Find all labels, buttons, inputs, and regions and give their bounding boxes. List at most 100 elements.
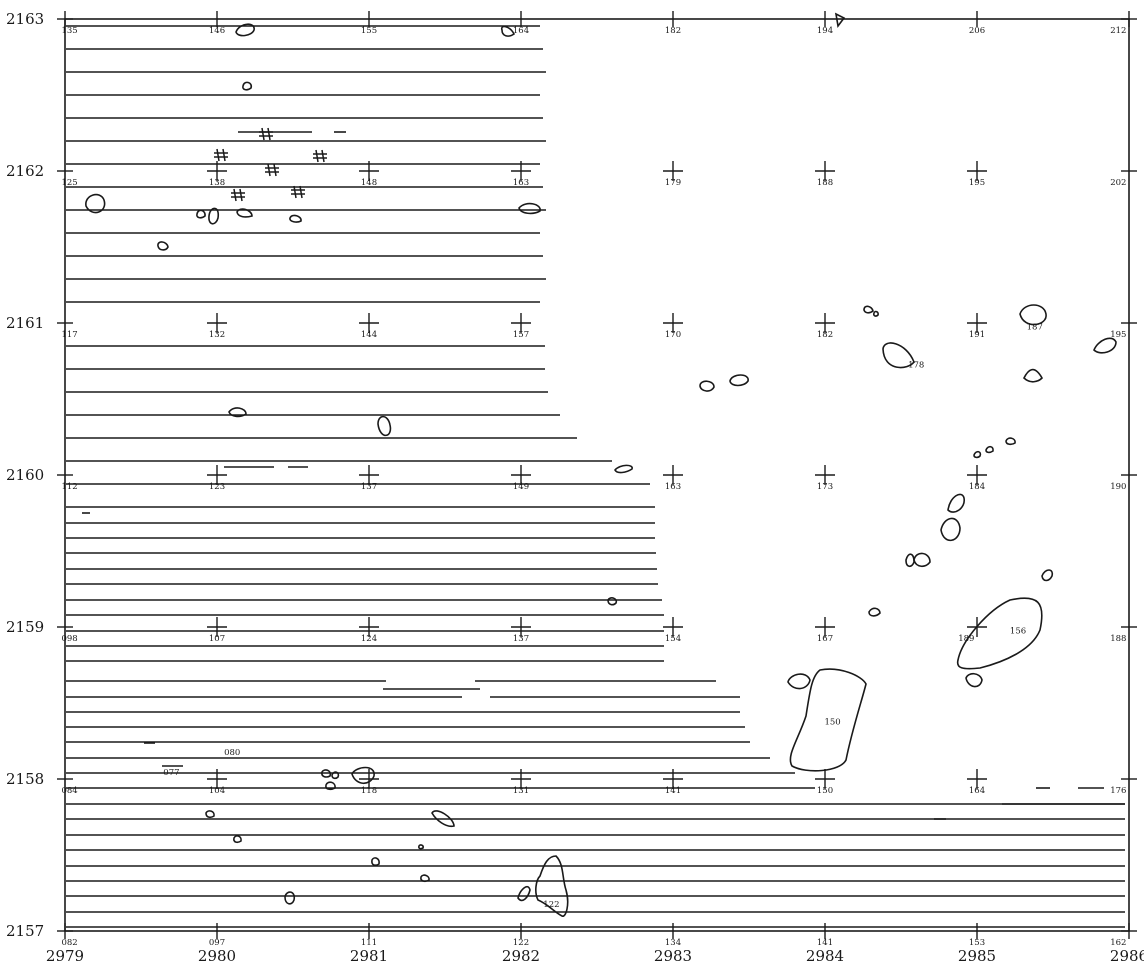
spot-height-label: 104 <box>209 786 225 796</box>
spot-height-label: 082 <box>61 938 77 948</box>
contour-polygon <box>208 207 220 225</box>
spot-height-label: 107 <box>209 634 225 644</box>
contour-polygon <box>85 193 106 214</box>
contour-polygon <box>518 202 541 215</box>
contour-polygon <box>535 855 569 917</box>
contour-polygon <box>873 310 879 317</box>
spot-height-label: 117 <box>61 330 77 340</box>
y-axis-label: 2158 <box>6 770 44 788</box>
spot-height-label: 164 <box>969 786 985 796</box>
contour-polygon <box>607 597 618 606</box>
spot-height-label: 182 <box>817 330 833 340</box>
contour-polygon <box>729 374 749 387</box>
contour-polygon <box>1093 337 1117 354</box>
spot-height-label: 137 <box>361 482 377 492</box>
y-axis-label: 2157 <box>6 922 44 940</box>
survey-mark-icon <box>214 148 228 162</box>
spot-height-label: 125 <box>61 178 77 188</box>
y-axis-label: 2162 <box>6 162 44 180</box>
spot-height-label: 098 <box>61 634 77 644</box>
spot-height-label: 118 <box>361 786 377 796</box>
spot-height-label: 149 <box>513 482 529 492</box>
spot-height-label: 188 <box>817 178 833 188</box>
spot-height-label: 212 <box>1110 26 1126 36</box>
y-axis-label: 2160 <box>6 466 44 484</box>
contour-polygon <box>1019 304 1047 326</box>
spot-height-label: 154 <box>665 634 681 644</box>
spot-height-label: 150 <box>817 786 833 796</box>
contour-polygon <box>905 553 915 568</box>
contour-polygon <box>863 305 874 314</box>
contour-polygon <box>331 771 340 780</box>
spot-height-label: 123 <box>209 482 225 492</box>
spot-height-label: 162 <box>1110 938 1126 948</box>
contour-polygon <box>431 810 455 828</box>
contour-polygon <box>868 607 881 617</box>
spot-height-label: 194 <box>817 26 833 36</box>
spot-height-label: 163 <box>513 178 529 188</box>
spot-height-label: 135 <box>61 26 77 36</box>
spot-height-label: 179 <box>665 178 681 188</box>
x-axis-label: 2983 <box>654 947 692 965</box>
contour-polygon <box>517 885 531 902</box>
spot-height-label: 077 <box>163 768 179 778</box>
spot-height-label: 189 <box>958 634 974 644</box>
contour-polygon <box>973 450 982 459</box>
contour-polygon <box>787 673 811 690</box>
spot-height-label: 132 <box>209 330 225 340</box>
y-axis-label: 2163 <box>6 10 44 28</box>
spot-height-label: 084 <box>61 786 77 796</box>
spot-height-label: 170 <box>665 330 681 340</box>
contour-polygon <box>377 415 392 437</box>
spot-height-label: 144 <box>361 330 377 340</box>
contour-polygon <box>233 835 242 844</box>
spot-height-label: 137 <box>513 634 529 644</box>
contour-polygon <box>242 81 253 91</box>
contour-polygon <box>1005 437 1016 446</box>
y-axis-label: 2159 <box>6 618 44 636</box>
contour-polygons <box>85 12 1117 917</box>
contour-polygon <box>420 874 430 883</box>
spot-height-label: 191 <box>969 330 985 340</box>
spot-height-label: 122 <box>543 900 559 910</box>
grid-crosses <box>207 161 987 789</box>
spot-height-label: 131 <box>513 786 529 796</box>
spot-height-label: 167 <box>817 634 833 644</box>
contour-polygon <box>418 844 424 850</box>
contour-polygon <box>882 342 915 369</box>
contour-lines <box>66 25 1125 928</box>
x-axis-label: 2980 <box>198 947 236 965</box>
contour-polygon <box>1023 368 1043 383</box>
spot-height-label: 097 <box>209 938 225 948</box>
contour-polygon <box>965 672 983 688</box>
spot-labels: 135 146 155 164 182 194 206 212 125 138 148 163 179 1… <box>61 26 1126 948</box>
contour-polygon <box>351 766 375 785</box>
spot-height-label: 157 <box>513 330 529 340</box>
contour-polygon <box>371 857 380 866</box>
contour-polygon <box>614 464 633 474</box>
survey-mark-icon <box>259 127 273 141</box>
contour-polygon <box>284 891 296 905</box>
survey-mark-icon <box>231 188 245 202</box>
contour-polygon <box>699 380 715 392</box>
contour-polygon <box>228 407 247 418</box>
x-axis-label: 2982 <box>502 947 540 965</box>
spot-height-label: 146 <box>209 26 225 36</box>
x-axis-label: 2985 <box>958 947 996 965</box>
contour-polygon <box>500 25 516 37</box>
spot-height-label: 184 <box>969 482 985 492</box>
spot-height-label: 188 <box>1110 634 1126 644</box>
contour-polygon <box>196 209 206 219</box>
survey-mark-icon <box>265 163 279 177</box>
spot-height-label: 111 <box>361 938 377 948</box>
spot-height-label: 173 <box>817 482 833 492</box>
contour-polygon <box>834 12 846 28</box>
spot-height-label: 206 <box>969 26 985 36</box>
spot-height-label: 148 <box>361 178 377 188</box>
spot-height-label: 134 <box>665 938 681 948</box>
x-axis-label: 2984 <box>806 947 844 965</box>
axis-labels: 2979 2980 2981 2982 2983 2984 2985 2986 2157 2158… <box>6 10 1144 965</box>
y-axis-label: 2161 <box>6 314 44 332</box>
spot-height-label: 122 <box>513 938 529 948</box>
contour-polygon <box>289 214 302 223</box>
